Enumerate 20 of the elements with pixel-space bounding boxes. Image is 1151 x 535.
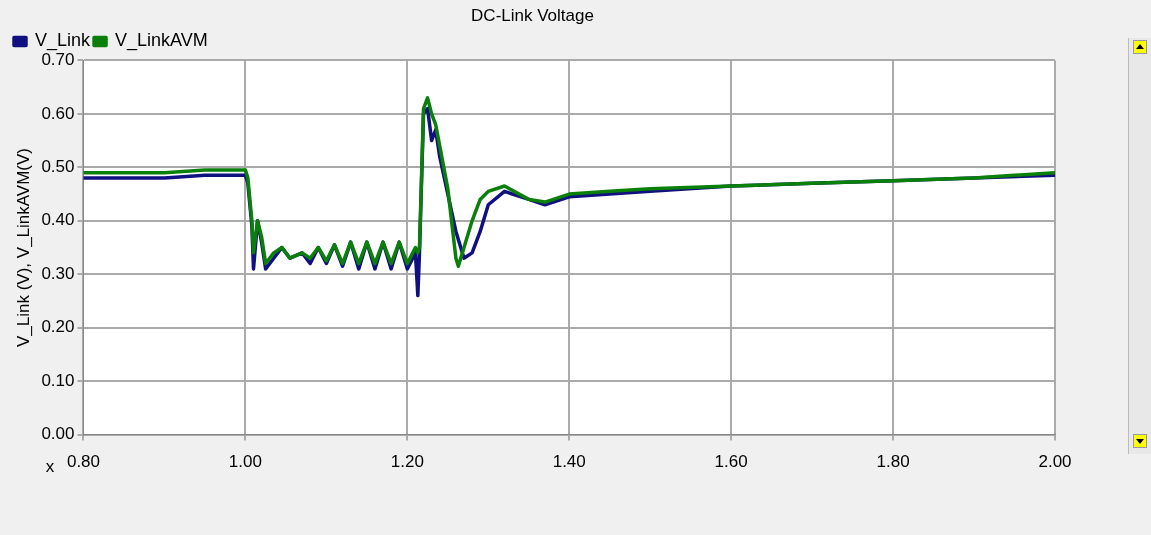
- y-tick-label: 0.20: [41, 317, 75, 337]
- y-axis-title: V_Link (V), V_LinkAVM(V): [13, 147, 33, 348]
- x-tick-label: 0.80: [66, 452, 101, 472]
- x-tick-label: 1.00: [228, 452, 262, 472]
- x-tick-label: 1.20: [390, 452, 424, 472]
- y-tick-label: 0.10: [41, 370, 75, 390]
- chart-title: DC-Link Voltage: [471, 5, 594, 25]
- x-tick-label: 1.40: [552, 452, 586, 472]
- y-tick-label: 0.70: [41, 50, 75, 70]
- x-tick-label: 1.80: [876, 452, 910, 472]
- x-tick-label: 2.00: [1038, 452, 1072, 472]
- legend-label: V_LinkAVM: [115, 30, 208, 52]
- y-tick-label: 0.50: [41, 157, 75, 176]
- y-tick-label: 0.00: [41, 424, 75, 444]
- y-tick-label: 0.40: [41, 210, 75, 230]
- y-tick-label: 0.30: [41, 263, 75, 283]
- x-tick-label: 1.60: [714, 452, 748, 472]
- x-axis-title: x: [45, 457, 55, 477]
- legend-label: V_Link: [35, 30, 92, 52]
- y-tick-label: 0.60: [41, 103, 75, 123]
